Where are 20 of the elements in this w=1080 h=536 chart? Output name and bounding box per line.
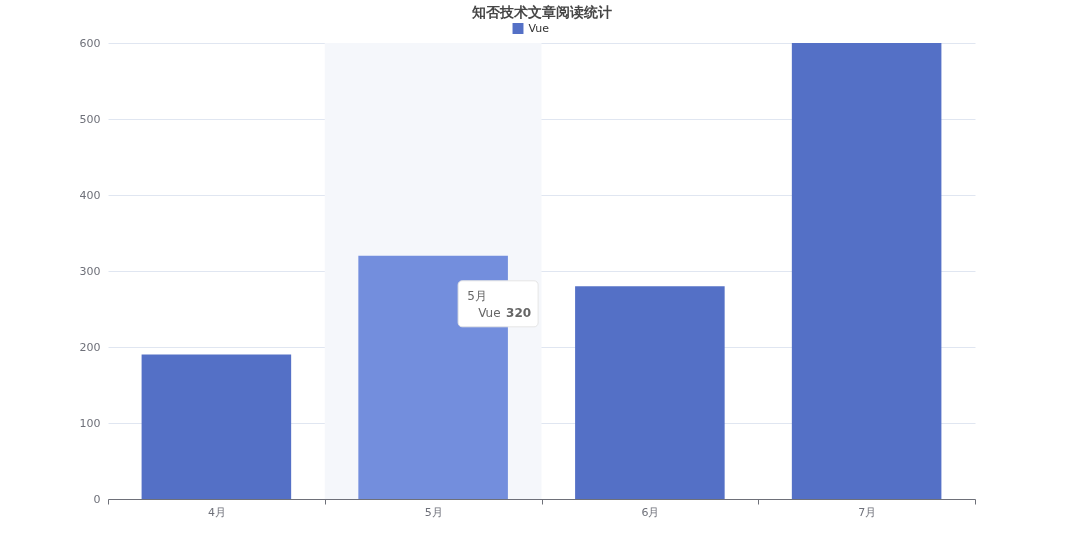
text: Vue <box>478 305 501 320</box>
bar <box>358 255 508 499</box>
x-tick-label: 7月 <box>858 505 877 519</box>
legend-label: Vue <box>528 21 550 35</box>
y-tick-label: 400 <box>79 188 101 202</box>
x-tick-label: 5月 <box>424 505 443 519</box>
annotation: 320 <box>506 305 532 320</box>
y-tick-label: 500 <box>79 112 101 126</box>
x-tick-label: 4月 <box>207 505 226 519</box>
y-tick-label: 300 <box>79 264 101 278</box>
bar <box>791 43 942 499</box>
y-tick-label: 0 <box>93 492 101 506</box>
y-tick-label: 200 <box>79 340 101 354</box>
y-tick-label: 100 <box>79 416 101 430</box>
y-tick-label: 600 <box>79 36 101 50</box>
chart-title: 知否技术文章阅读统计 <box>470 4 612 20</box>
bar <box>575 286 725 499</box>
text: 5月 <box>467 288 487 303</box>
bar <box>141 354 292 499</box>
x-tick-label: 6月 <box>641 505 660 519</box>
